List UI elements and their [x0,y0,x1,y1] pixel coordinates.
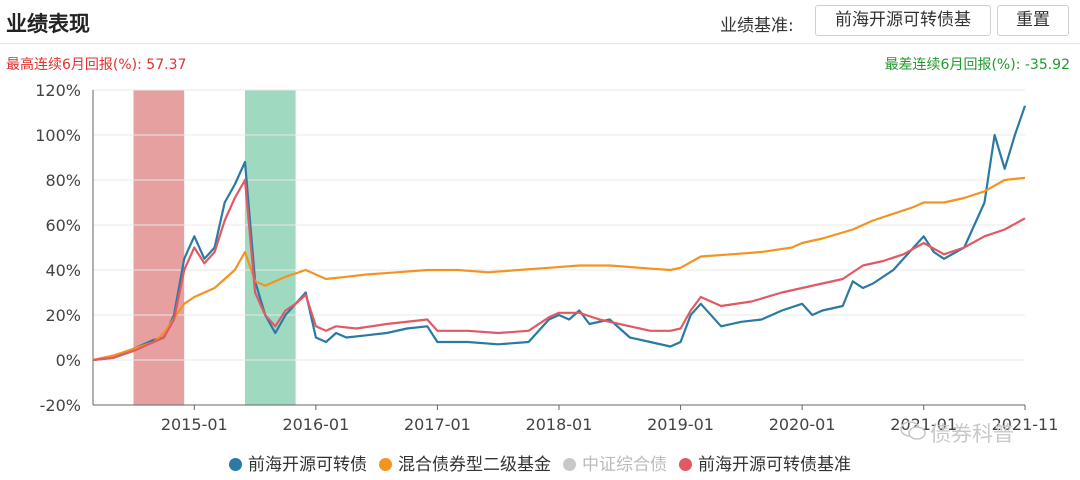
x-tick-label: 2016-01 [282,415,349,434]
header: 业绩表现 业绩基准: 前海开源可转债基 重置 [0,0,1080,44]
y-tick-label: 0% [56,351,81,370]
page-title: 业绩表现 [6,12,90,36]
x-tick-label: 2021-11 [992,415,1059,434]
performance-chart: 120% 100% 80% 60% 40% 20% 0% -20% 2015-01 2016-01… [35,81,1059,434]
y-tick-label: 80% [45,171,81,190]
legend-item-3[interactable]: 前海开源可转债基准 [679,450,851,475]
legend-dot-icon [229,458,242,471]
reset-button[interactable]: 重置 [997,5,1069,36]
legend-label: 混合债券型二级基金 [398,455,551,475]
legend: 前海开源可转债 混合债券型二级基金 中证综合债 前海开源可转债基准 [0,450,1080,475]
x-tick-label: 2020-01 [769,415,836,434]
watermark: 债券科普 [930,422,1014,446]
x-tick-label: 2017-01 [404,415,471,434]
legend-dot-icon [379,458,392,471]
highest-6m-return: 最高连续6月回报(%): 57.37 [6,57,187,73]
y-tick-label: 100% [35,126,81,145]
legend-label: 中证综合债 [582,455,667,475]
wechat-icon [900,421,926,440]
legend-item-2[interactable]: 中证综合债 [563,450,667,475]
series-line-1 [92,176,1026,362]
lowest-6m-return: 最差连续6月回报(%): -35.92 [884,57,1070,73]
legend-label: 前海开源可转债基准 [698,455,851,475]
highlight-band-highest-6m-return [133,90,185,405]
x-tick-label: 2015-01 [161,415,228,434]
x-tick-label: 2021-01 [890,415,957,434]
legend-item-0[interactable]: 前海开源可转债 [229,450,367,475]
legend-dot-icon [563,458,576,471]
x-tick-label: 2019-01 [647,415,714,434]
legend-label: 前海开源可转债 [248,455,367,475]
y-tick-label: 60% [45,216,81,235]
y-tick-label: 20% [45,306,81,325]
legend-item-1[interactable]: 混合债券型二级基金 [379,450,551,475]
y-tick-label: -20% [40,396,81,415]
benchmark-select-button[interactable]: 前海开源可转债基 [815,5,991,36]
highlight-band-lowest-6m-return [244,90,296,405]
series-line-3 [92,178,1026,362]
legend-dot-icon [679,458,692,471]
y-tick-label: 120% [35,81,81,100]
benchmark-label: 业绩基准: [720,16,794,36]
series-line-0 [92,105,1027,362]
y-tick-label: 40% [45,261,81,280]
x-tick-label: 2018-01 [526,415,593,434]
